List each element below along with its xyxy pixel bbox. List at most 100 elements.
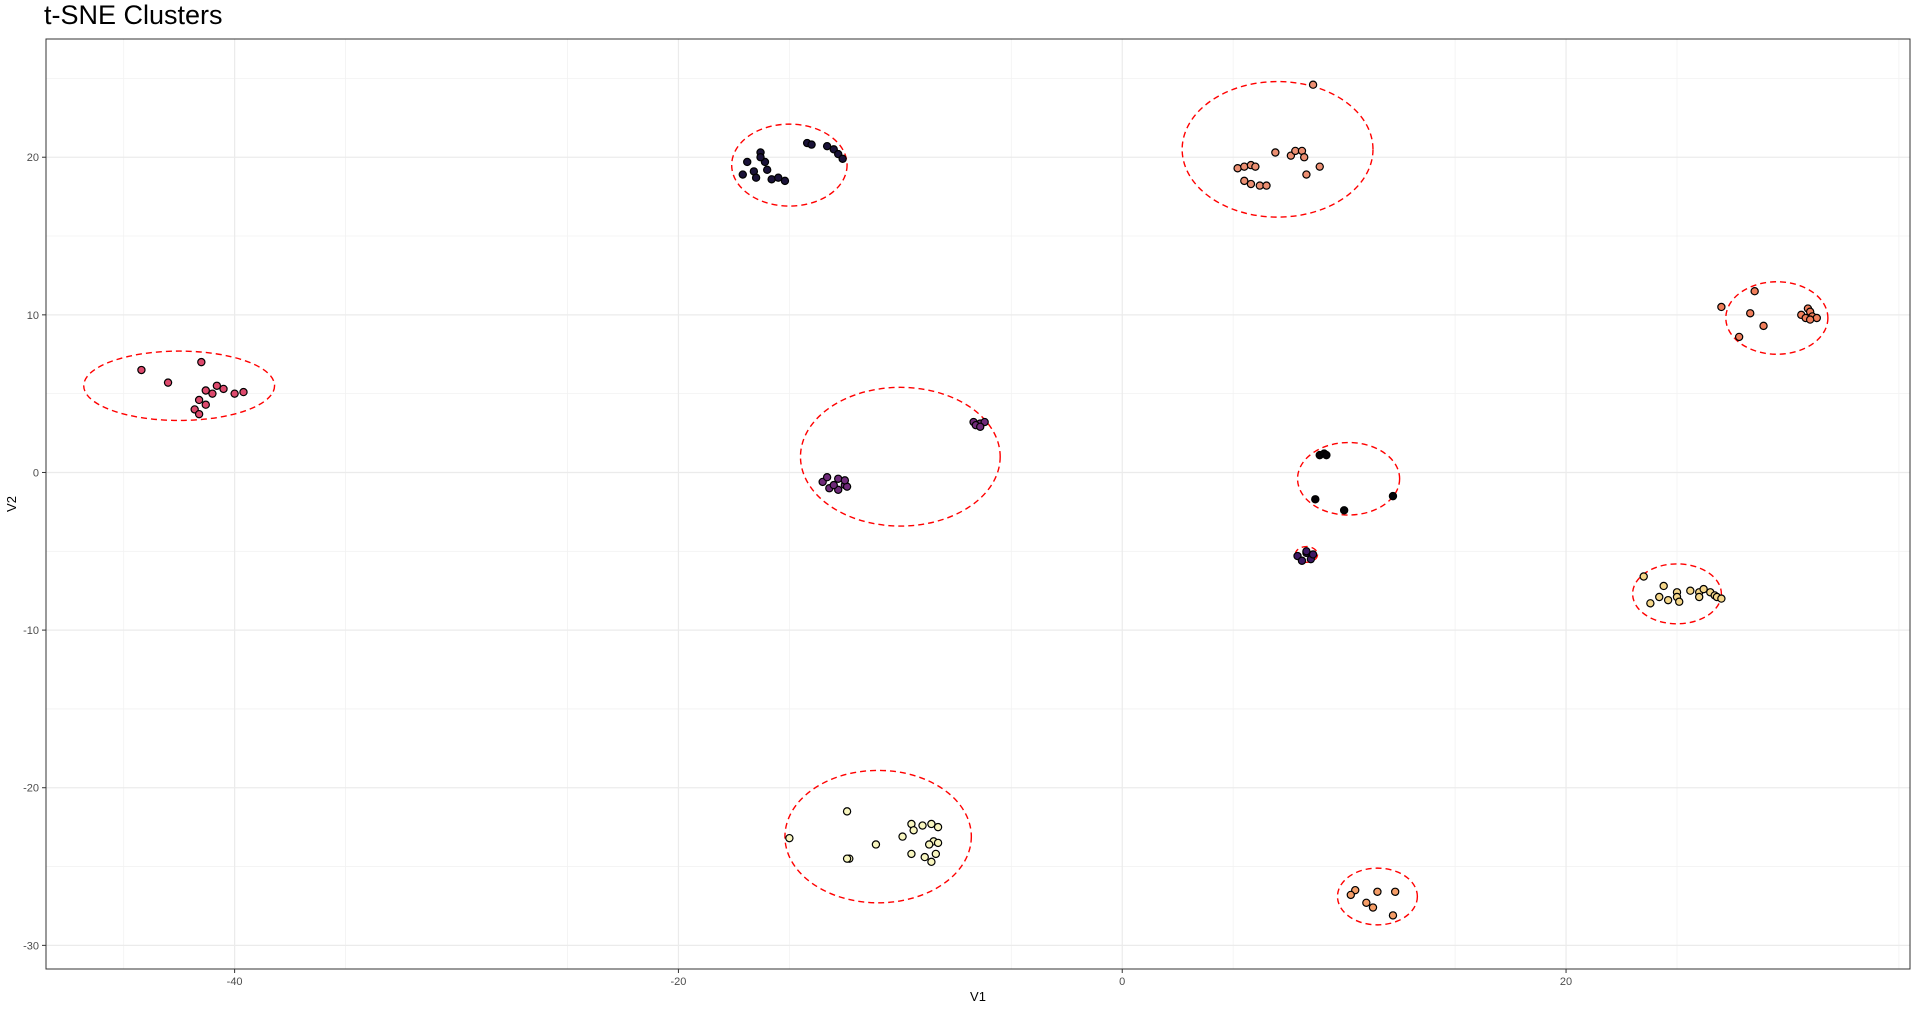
data-point (738, 170, 747, 179)
data-point (1746, 309, 1755, 318)
data-point (1759, 321, 1768, 331)
data-point (239, 387, 248, 397)
data-point (1246, 179, 1256, 189)
point-layer (137, 80, 1822, 920)
data-point (1297, 556, 1307, 565)
data-point (927, 857, 936, 867)
cluster-ellipse (1181, 80, 1374, 218)
data-point (1240, 162, 1249, 171)
data-point (924, 840, 934, 849)
data-point (201, 386, 210, 395)
data-point (1308, 80, 1318, 89)
data-point (909, 826, 918, 835)
data-point (842, 854, 852, 863)
data-point (898, 832, 907, 841)
data-point (927, 819, 936, 829)
data-point (194, 409, 204, 419)
data-point (933, 822, 943, 832)
data-point (976, 422, 985, 431)
data-point (1315, 162, 1324, 171)
data-point (1346, 890, 1356, 900)
data-point (1302, 170, 1311, 179)
x-tick-label: -40 (227, 976, 243, 988)
data-point (871, 840, 881, 849)
data-point (822, 473, 832, 482)
y-tick-label: 0 (33, 467, 39, 479)
data-point (774, 173, 783, 182)
axis-layer: -40 -20 0 20 -30 -20 -10 0 10 20 (23, 152, 1572, 988)
data-point (834, 474, 843, 483)
data-point (767, 175, 776, 184)
data-point (756, 153, 765, 162)
data-point (208, 389, 217, 398)
plot-border (45, 38, 1911, 970)
x-tick-label: -20 (670, 976, 686, 988)
data-point (1639, 572, 1648, 581)
y-tick-label: 20 (27, 152, 39, 164)
data-point (1699, 584, 1708, 594)
data-point (840, 476, 850, 485)
cluster-ellipse (784, 769, 973, 904)
data-point (1302, 547, 1311, 556)
data-point (1368, 903, 1378, 912)
data-point (230, 389, 239, 398)
data-point (1390, 887, 1400, 896)
y-tick-label: -20 (23, 783, 39, 795)
data-point (743, 157, 752, 167)
data-point (1659, 581, 1668, 591)
data-point (931, 849, 941, 859)
data-point (762, 165, 772, 175)
data-point (219, 384, 228, 394)
data-point (1339, 506, 1349, 515)
data-point (1373, 887, 1382, 896)
cluster-ellipse (1336, 867, 1419, 926)
data-point (1812, 313, 1822, 323)
data-point (933, 838, 943, 848)
x-tick-label: 0 (1119, 976, 1125, 988)
data-point (1646, 599, 1655, 608)
data-point (1694, 592, 1704, 602)
data-point (1734, 332, 1744, 342)
data-point (1717, 302, 1726, 312)
data-point (1388, 491, 1398, 501)
plot-panel (46, 39, 1910, 969)
cluster-ellipse (1631, 563, 1723, 625)
data-point (1299, 153, 1309, 162)
x-tick-label: 20 (1560, 976, 1572, 988)
data-point (1308, 550, 1318, 559)
cluster-ellipse (730, 123, 848, 207)
data-point (201, 400, 210, 409)
data-point (1663, 595, 1673, 605)
data-point (197, 357, 206, 367)
chart-title: t-SNE Clusters (44, 0, 223, 30)
data-point (1388, 911, 1398, 920)
data-point (1750, 287, 1759, 296)
data-point (920, 852, 929, 862)
data-point (780, 176, 790, 186)
y-tick-label: -10 (23, 625, 39, 637)
cluster-ellipse (1294, 545, 1319, 564)
data-point (838, 154, 847, 163)
ellipse-layer (83, 80, 1829, 926)
data-point (842, 807, 852, 816)
data-point (807, 140, 816, 149)
data-point (751, 173, 761, 182)
data-point (918, 821, 927, 830)
data-point (1311, 495, 1320, 504)
x-axis-title: V1 (970, 989, 986, 1004)
data-point (194, 395, 204, 405)
data-point (163, 378, 173, 387)
cluster-ellipse (1296, 441, 1401, 516)
data-point (1240, 176, 1249, 186)
data-point (1362, 898, 1371, 907)
cluster-ellipse (83, 350, 276, 422)
data-point (1686, 586, 1695, 595)
grid-layer (46, 39, 1910, 969)
data-point (829, 480, 838, 490)
data-point (1805, 315, 1815, 324)
cluster-ellipse (1725, 281, 1829, 355)
data-point (1655, 592, 1664, 602)
data-point (1271, 148, 1280, 157)
data-point (907, 849, 916, 859)
